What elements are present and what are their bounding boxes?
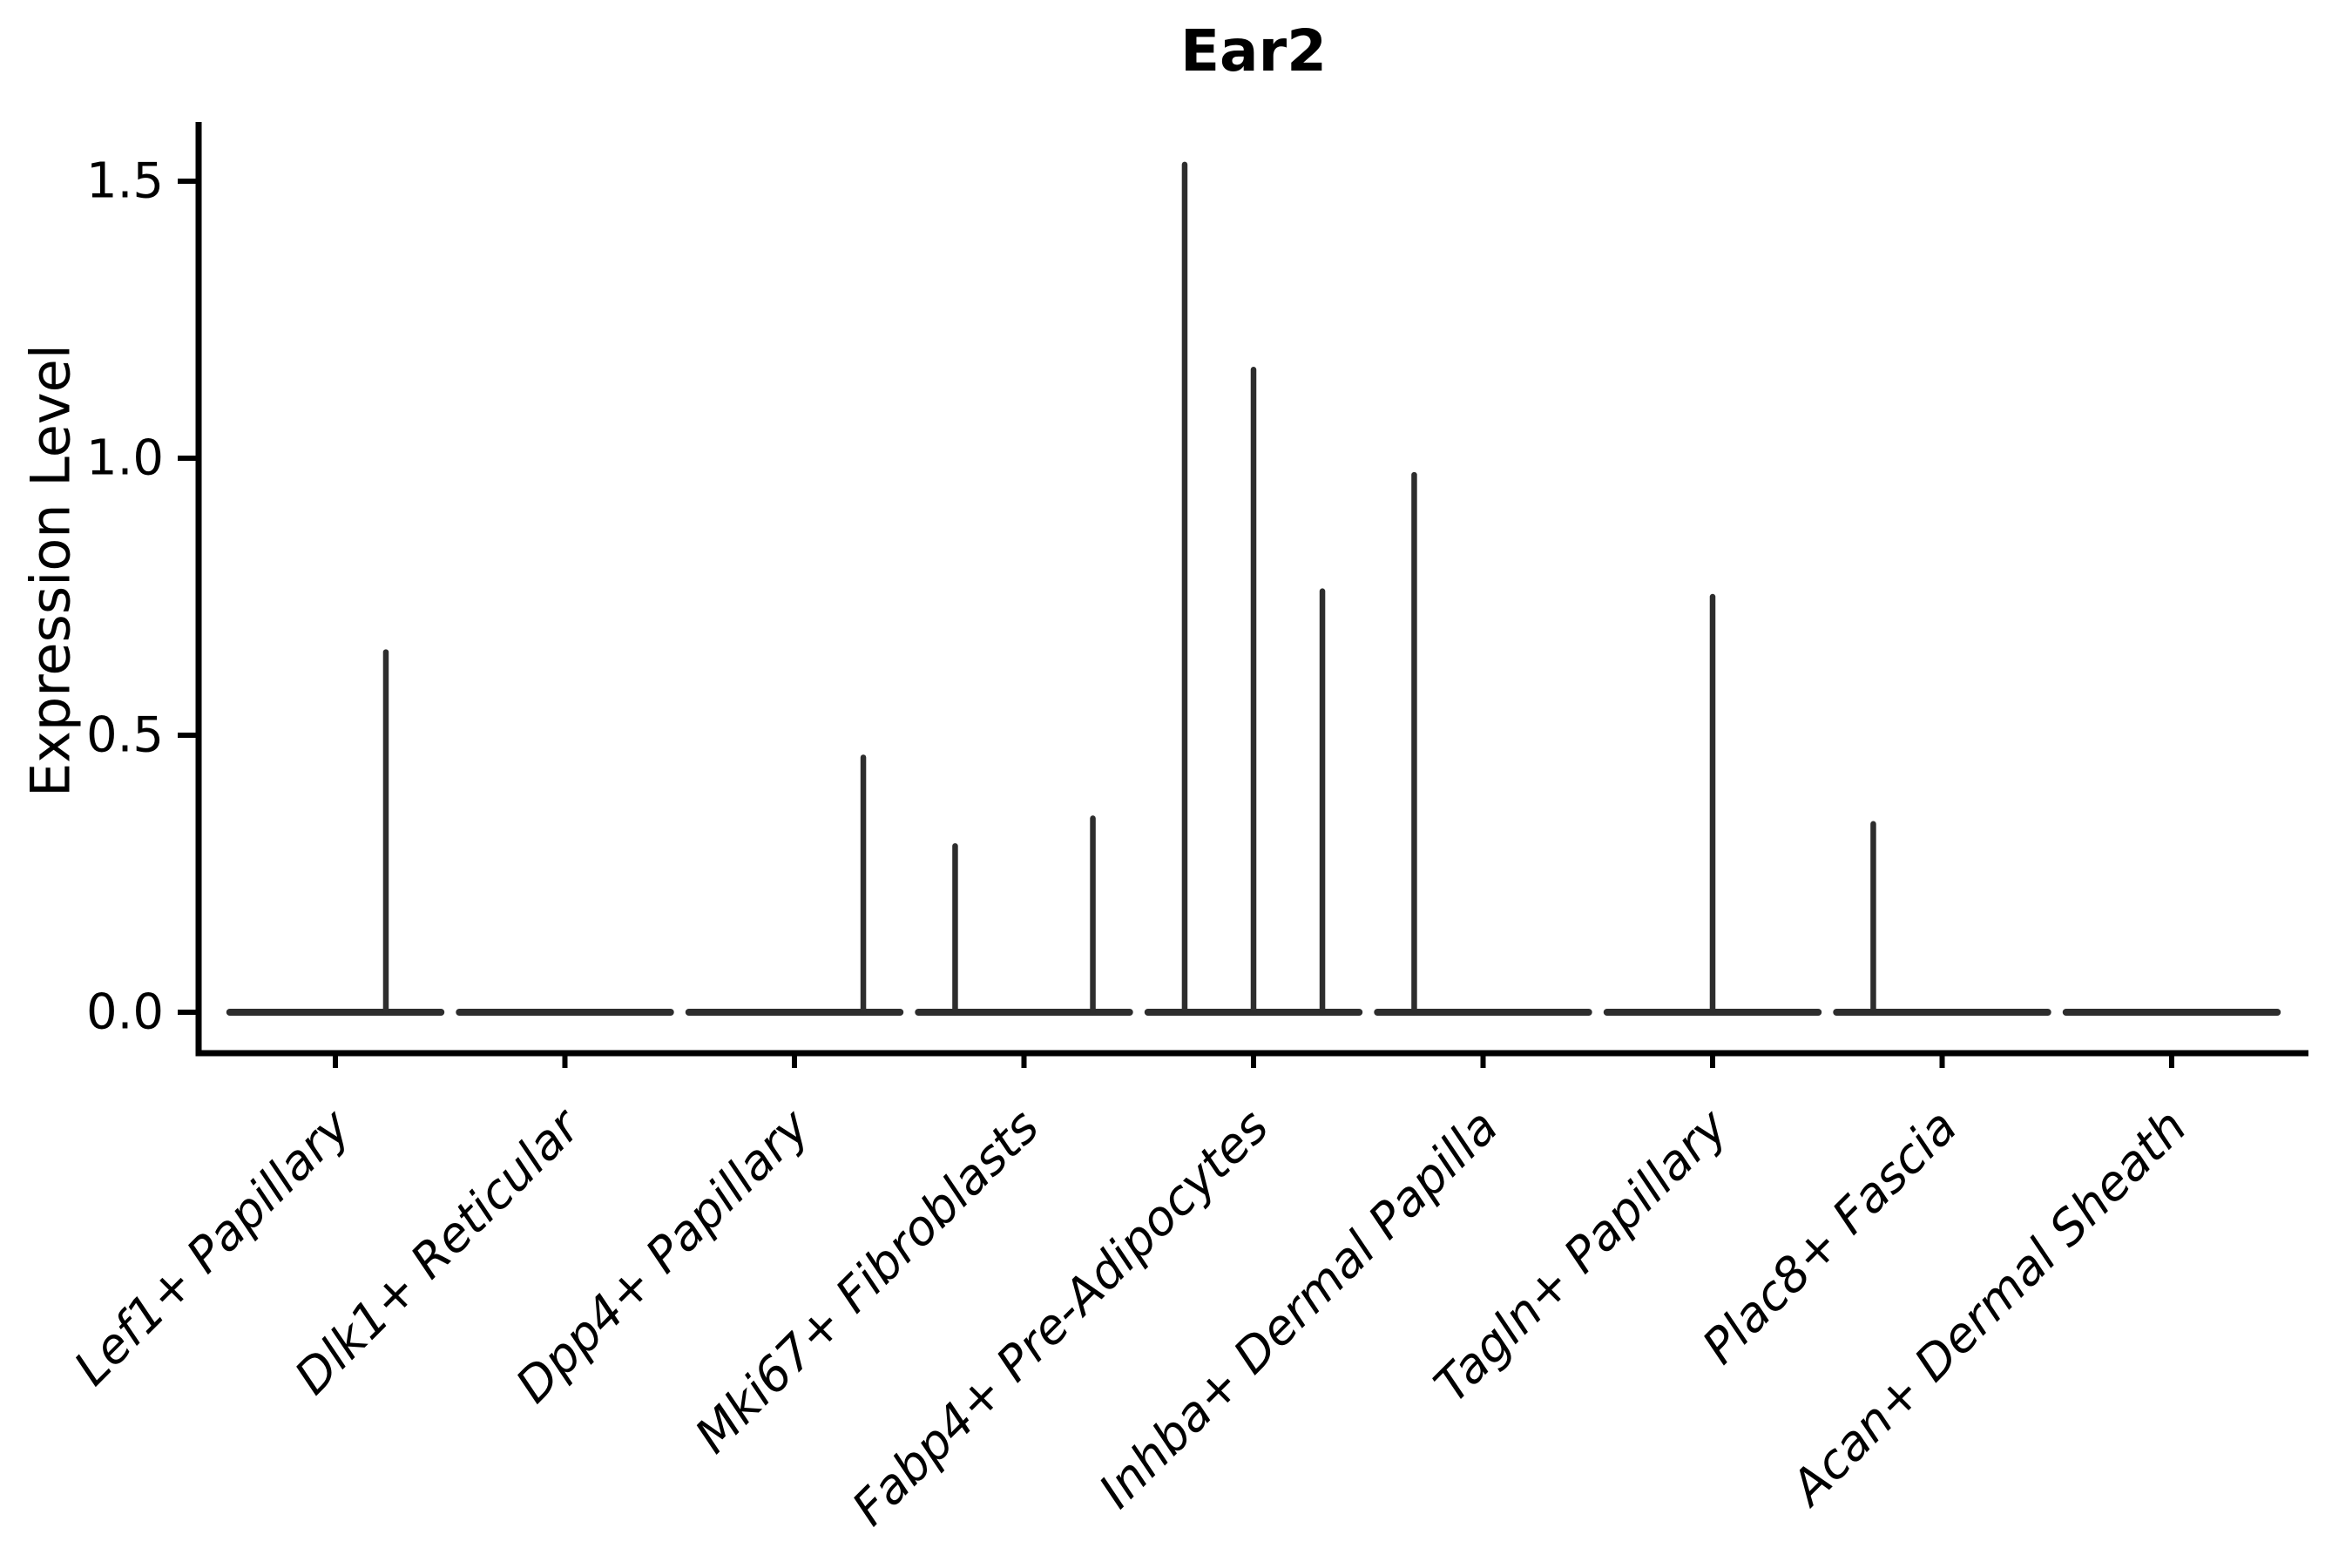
y-tick-label: 0.5 xyxy=(86,707,164,764)
y-tick-label: 0.0 xyxy=(86,984,164,1041)
chart-title: Ear2 xyxy=(1179,17,1328,84)
x-tick-label: Acan+ Dermal Sheath xyxy=(1779,1098,2198,1517)
x-tick-label: Fabp4+ Pre-Adipocytes xyxy=(841,1098,1279,1536)
y-tick-label: 1.5 xyxy=(86,153,164,210)
y-tick-label: 1.0 xyxy=(86,430,164,487)
x-tick-label: Inhba+ Dermal Papilla xyxy=(1088,1098,1508,1518)
